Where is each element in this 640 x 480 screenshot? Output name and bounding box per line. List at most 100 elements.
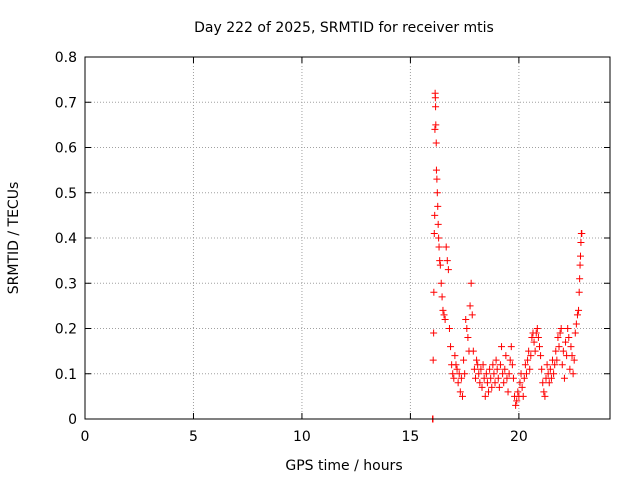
data-point [522, 370, 530, 378]
data-point [493, 365, 501, 373]
data-point [524, 356, 532, 364]
data-point [546, 365, 554, 373]
data-point [533, 325, 541, 332]
data-point [458, 392, 466, 400]
data-point [454, 379, 462, 387]
data-point [463, 325, 471, 332]
data-point [430, 229, 438, 237]
data-point [468, 311, 476, 319]
data-point [487, 374, 495, 382]
x-axis-label: GPS time / hours [285, 458, 402, 474]
data-point [435, 243, 443, 251]
data-point [485, 388, 493, 396]
data-point [429, 356, 437, 364]
data-point [479, 361, 487, 369]
data-point [502, 352, 510, 360]
data-point [464, 334, 472, 342]
data-point [432, 166, 440, 174]
data-point [568, 352, 576, 360]
data-point [430, 329, 438, 337]
y-tick-label: 0.4 [55, 231, 77, 247]
data-point [526, 365, 534, 373]
data-point [577, 239, 585, 247]
data-point [553, 356, 561, 364]
data-point [436, 261, 444, 269]
data-point [556, 329, 564, 337]
data-point [434, 202, 442, 210]
data-point [512, 401, 520, 409]
x-tick-label: 0 [81, 429, 90, 445]
data-point [447, 343, 455, 351]
data-point [496, 361, 504, 369]
y-tick-label: 0.5 [55, 186, 77, 202]
data-point [506, 356, 514, 364]
data-point [572, 320, 580, 328]
y-tick-label: 0 [68, 412, 77, 428]
data-point [573, 311, 581, 319]
data-point [483, 379, 491, 387]
data-point [453, 365, 461, 373]
data-point [565, 334, 573, 342]
data-point [431, 125, 439, 133]
data-point [525, 347, 533, 355]
data-point [438, 293, 446, 301]
data-point [554, 334, 562, 342]
data-point [508, 361, 516, 369]
data-point [527, 352, 535, 360]
data-point [575, 306, 583, 314]
x-tick-label: 5 [189, 429, 198, 445]
data-point [558, 361, 566, 369]
data-point [513, 397, 521, 405]
data-point [442, 243, 450, 251]
y-tick-label: 0.1 [55, 367, 77, 383]
data-point [467, 279, 475, 287]
data-point [452, 361, 460, 369]
data-point [469, 347, 477, 355]
data-point [494, 374, 502, 382]
data-point [520, 374, 528, 382]
data-point [540, 388, 548, 396]
y-axis-label: SRMTID / TECUs [6, 182, 22, 295]
data-point [552, 347, 560, 355]
data-point [537, 352, 545, 360]
data-point [431, 211, 439, 219]
data-point [432, 121, 440, 129]
data-point [571, 329, 579, 337]
y-tick-label: 0.7 [55, 95, 77, 111]
grid-layer [85, 57, 610, 419]
data-point [470, 365, 478, 373]
data-point [461, 370, 469, 378]
data-point [578, 229, 586, 237]
data-point [462, 315, 470, 323]
data-point [432, 103, 440, 111]
data-point [560, 374, 568, 382]
data-point [550, 370, 558, 378]
x-tick-label: 20 [510, 429, 528, 445]
data-point [518, 383, 526, 391]
data-point [528, 334, 536, 342]
data-point [575, 288, 583, 296]
data-point [531, 347, 539, 355]
data-point [450, 374, 458, 382]
data-point [495, 383, 503, 391]
chart-title: Day 222 of 2025, SRMTID for receiver mti… [194, 20, 494, 36]
data-point [555, 343, 563, 351]
data-point [435, 234, 443, 242]
data-point [534, 334, 542, 342]
data-point [539, 379, 547, 387]
data-point [541, 392, 549, 400]
data-point [530, 338, 538, 346]
y-tick-label: 0.8 [55, 50, 77, 66]
y-tick-label: 0.6 [55, 141, 77, 157]
data-point [477, 365, 485, 373]
data-point [436, 257, 444, 265]
data-point [509, 374, 517, 382]
data-point [521, 361, 529, 369]
data-point [499, 370, 507, 378]
data-point [433, 175, 441, 183]
y-tick-label: 0.3 [55, 276, 77, 292]
data-point [543, 361, 551, 369]
data-point [488, 383, 496, 391]
data-point [498, 343, 506, 351]
data-point [440, 311, 448, 319]
